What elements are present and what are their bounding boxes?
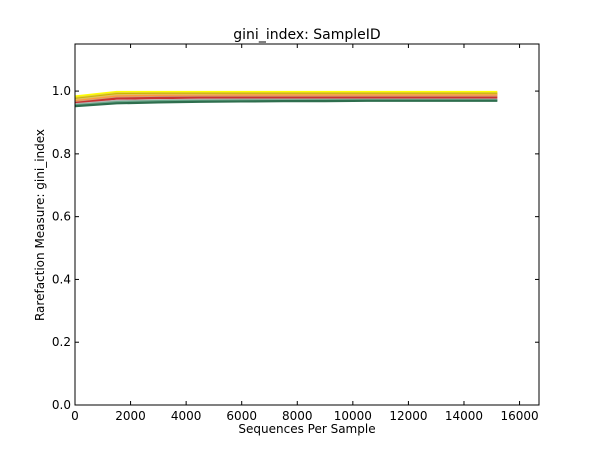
axes: 0 2000 4000 6000 8000 10000 12000 14000 16000 0.0… — [52, 43, 540, 423]
x-tick-label: 0 — [71, 409, 79, 423]
x-tick-label: 16000 — [500, 409, 538, 423]
series-lines — [75, 90, 498, 108]
series-line-5 — [75, 94, 498, 103]
x-tick-label: 4000 — [171, 409, 202, 423]
x-axis-label: Sequences Per Sample — [238, 422, 375, 436]
series-line-1 — [75, 90, 498, 98]
series-line-10 — [75, 99, 498, 108]
y-axis-label: Rarefaction Measure: gini_index — [33, 129, 47, 321]
y-tick-label: 0.4 — [52, 272, 71, 286]
y-tick-label: 0.0 — [52, 398, 71, 412]
x-tick-label: 14000 — [445, 409, 483, 423]
x-tick-label: 2000 — [115, 409, 146, 423]
y-tick-label: 1.0 — [52, 84, 71, 98]
chart-title: gini_index: SampleID — [233, 27, 380, 43]
y-tick-label: 0.8 — [52, 147, 71, 161]
series-line-7 — [75, 96, 498, 105]
x-tick-label: 8000 — [282, 409, 313, 423]
plot-frame — [74, 43, 540, 406]
x-tick-label: 12000 — [389, 409, 427, 423]
y-tick-label: 0.2 — [52, 335, 71, 349]
y-tick-label: 0.6 — [52, 210, 71, 224]
x-tick-label: 10000 — [334, 409, 372, 423]
x-tick-label: 6000 — [226, 409, 257, 423]
